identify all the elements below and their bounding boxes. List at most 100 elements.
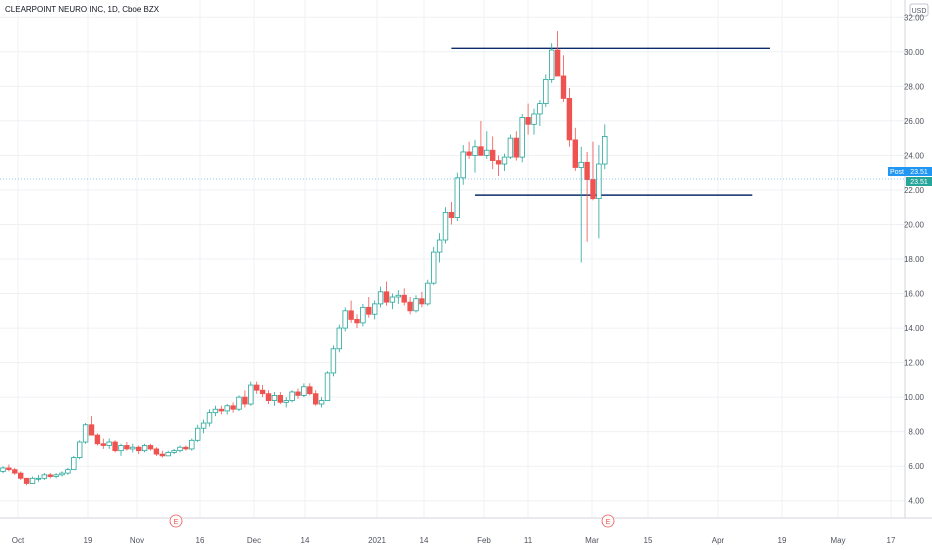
- candle: [171, 448, 177, 455]
- candle-body: [82, 424, 89, 443]
- candle: [413, 295, 419, 313]
- candle: [301, 383, 307, 398]
- candle-body: [425, 282, 431, 305]
- x-tick-label: 2021: [368, 536, 386, 545]
- candle: [124, 442, 130, 451]
- currency-label: USD: [912, 8, 927, 15]
- candle-body: [183, 446, 189, 450]
- candle: [53, 473, 59, 479]
- candle-body: [407, 301, 413, 312]
- candle-body: [23, 477, 30, 484]
- candle: [88, 416, 95, 436]
- x-tick-label: 11: [524, 536, 533, 545]
- candle-body: [259, 389, 266, 395]
- candle: [242, 390, 248, 408]
- time-axis[interactable]: Oct 19 Nov 16 Dec 14 2021 14 Feb 11 Mar 15 Apr 19 May 1…: [12, 536, 896, 545]
- candle-body: [537, 103, 543, 115]
- candle: [318, 397, 325, 408]
- candle-body: [377, 291, 384, 305]
- post-price-tag: Post 23.51: [888, 167, 932, 176]
- candle: [206, 409, 213, 427]
- candle: [141, 443, 148, 453]
- candle-body: [312, 393, 319, 405]
- candle-body: [419, 298, 425, 305]
- currency-badge[interactable]: USD: [909, 3, 929, 17]
- candle: [578, 146, 584, 263]
- y-tick-label: 8.00: [908, 428, 924, 437]
- candle-body: [531, 113, 537, 125]
- price-axis[interactable]: 4.00 6.00 8.00 10.00 12.00 14.00 16.00 18.00 20.…: [904, 13, 925, 505]
- x-tick-label: Mar: [585, 536, 599, 545]
- earnings-marker-1[interactable]: E: [169, 514, 183, 528]
- candle: [549, 43, 555, 83]
- x-tick-label: Dec: [247, 536, 261, 545]
- last-price-tag: 23.51: [906, 177, 932, 186]
- candle: [560, 55, 567, 102]
- candle-body: [389, 296, 396, 303]
- candle-body: [94, 434, 101, 445]
- earnings-marker-2[interactable]: E: [601, 514, 615, 528]
- candle-body: [596, 163, 602, 199]
- candle-body: [383, 291, 390, 303]
- candle: [602, 124, 608, 170]
- candle: [430, 246, 437, 285]
- candle-body: [395, 294, 401, 298]
- candle: [507, 134, 514, 159]
- candle-body: [578, 161, 584, 168]
- candle-body: [366, 306, 372, 315]
- x-tick-label: 17: [887, 536, 896, 545]
- candle-body: [472, 146, 478, 156]
- candle: [484, 131, 490, 159]
- candle: [590, 141, 596, 201]
- candle-body: [0, 467, 6, 472]
- candle-body: [212, 408, 219, 414]
- candle: [395, 290, 401, 304]
- candle-body: [371, 303, 378, 315]
- candle-body: [602, 136, 608, 165]
- candle: [177, 445, 183, 453]
- candle: [295, 388, 301, 399]
- candle: [566, 88, 573, 147]
- candle: [425, 279, 431, 306]
- candle-body: [572, 139, 578, 168]
- x-tick-label: Feb: [477, 536, 491, 545]
- y-tick-label: 4.00: [908, 497, 924, 506]
- candle: [218, 405, 224, 415]
- candle-body: [106, 441, 112, 446]
- candle-body: [248, 384, 254, 405]
- candle-body: [549, 49, 555, 80]
- x-tick-label: May: [830, 536, 845, 545]
- candle-body: [448, 211, 455, 218]
- candle-body: [29, 477, 36, 484]
- candle-body: [59, 472, 65, 476]
- candle: [248, 381, 254, 406]
- y-tick-label: 20.00: [904, 220, 925, 229]
- candle: [212, 405, 219, 417]
- candle: [236, 395, 242, 411]
- candle-body: [88, 424, 95, 436]
- candle-body: [525, 117, 531, 125]
- candle-body: [401, 294, 407, 303]
- candle-body: [71, 457, 77, 471]
- candle: [448, 202, 455, 225]
- candle-body: [206, 412, 213, 424]
- candle-body: [47, 474, 53, 477]
- x-tick-label: 19: [84, 536, 93, 545]
- candle: [460, 145, 466, 185]
- candle: [118, 443, 124, 456]
- candle: [572, 127, 578, 171]
- x-tick-label: Nov: [130, 536, 144, 545]
- candle-body: [330, 348, 337, 374]
- candle-body: [65, 469, 71, 474]
- candle: [77, 440, 83, 460]
- candle-body: [348, 310, 354, 320]
- trend-lines[interactable]: [451, 47, 770, 196]
- candle-body: [554, 49, 561, 77]
- chart-title: CLEARPOINT NEURO INC, 1D, Cboe BZX: [5, 5, 160, 14]
- y-tick-label: 18.00: [904, 255, 925, 264]
- x-tick-label: Oct: [12, 536, 25, 545]
- candle-body: [53, 474, 59, 477]
- candle-body: [307, 386, 313, 395]
- candle: [289, 390, 295, 403]
